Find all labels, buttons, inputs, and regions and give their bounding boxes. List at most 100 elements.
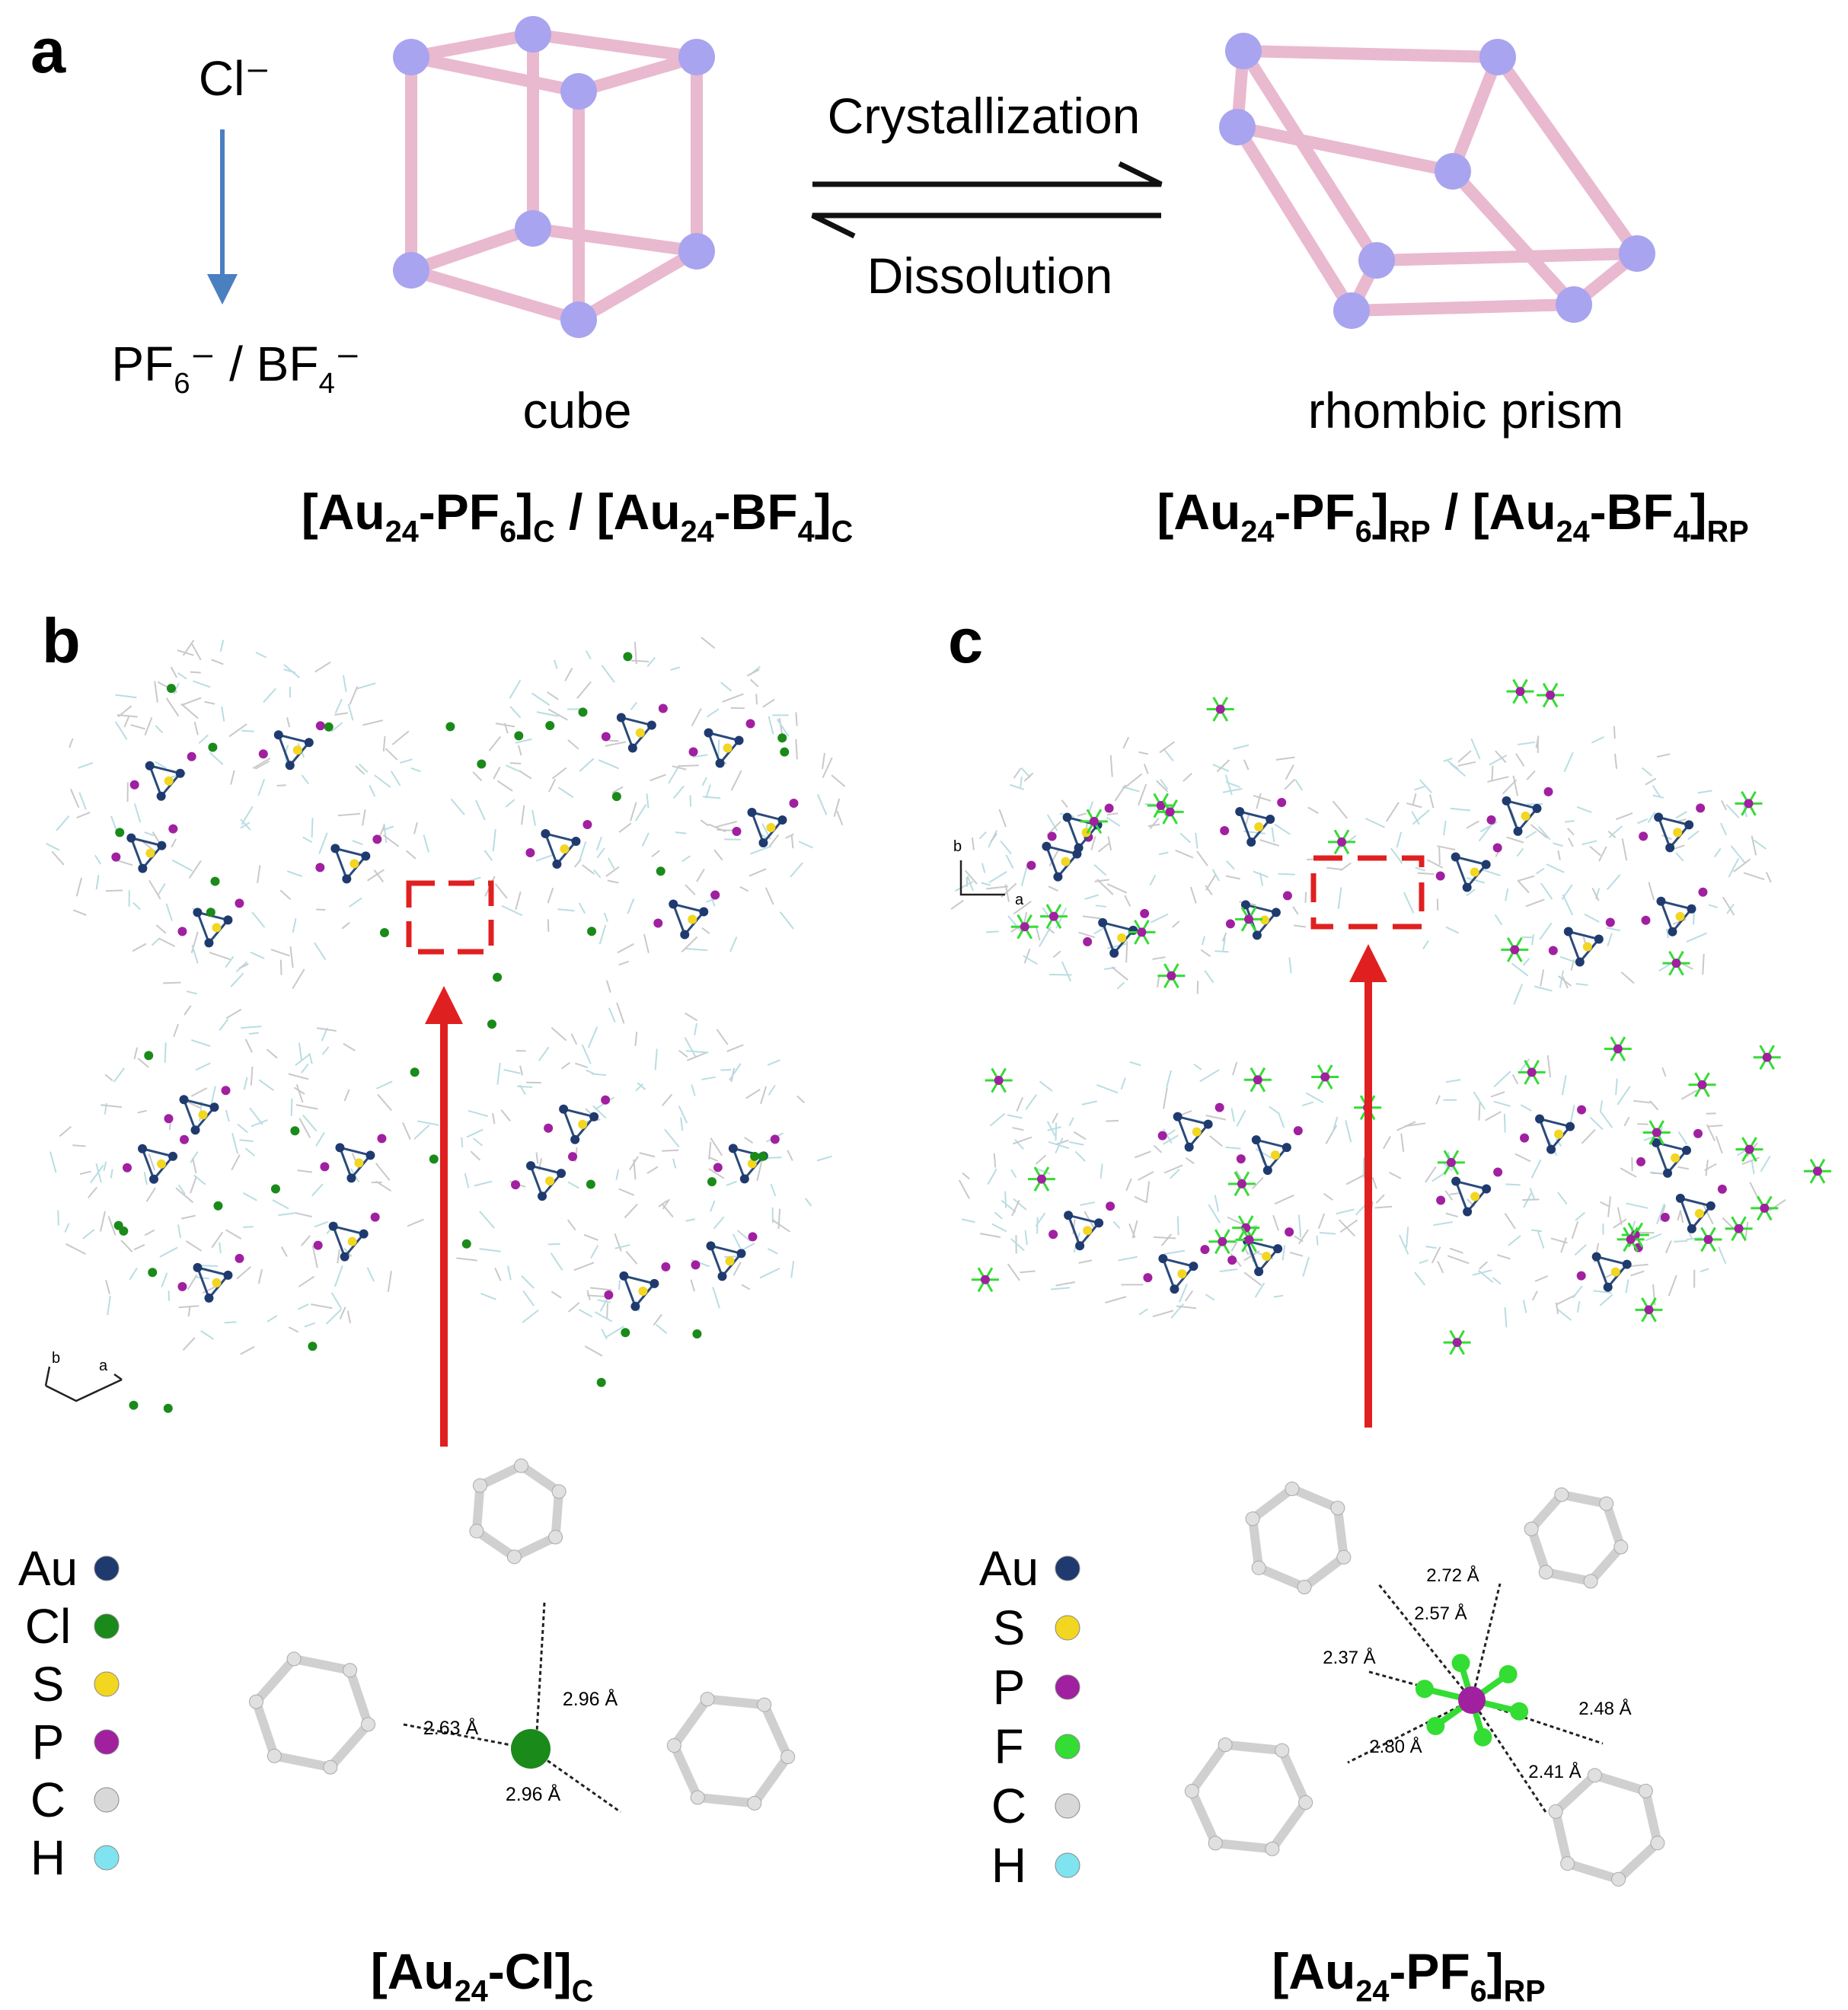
bond [163, 983, 180, 984]
atom [699, 908, 708, 917]
cl-ion [493, 973, 502, 982]
c-atom [507, 1550, 521, 1564]
bond [1637, 1124, 1648, 1125]
formula-part: / [Au [1431, 483, 1556, 540]
atom [713, 1163, 723, 1172]
subscript: 4 [798, 515, 815, 549]
atom [212, 1278, 221, 1287]
legend-swatch [94, 1672, 119, 1696]
atom [1204, 1120, 1213, 1129]
atom [1117, 933, 1126, 943]
anion-from: Cl⁻ [199, 51, 270, 106]
vertex [515, 16, 551, 53]
formula-part: -PF [419, 483, 500, 540]
atom [659, 704, 668, 713]
atom [286, 761, 295, 770]
atom [164, 777, 174, 786]
c-atom [1600, 1497, 1613, 1511]
atom [126, 834, 136, 843]
atom [1189, 1262, 1198, 1271]
cl-ion [210, 877, 219, 886]
formula-part: -PF [1389, 1943, 1470, 1999]
atom [557, 1169, 566, 1178]
bond [1126, 941, 1127, 962]
cl-ion [164, 1404, 173, 1413]
c-atom [1555, 1488, 1569, 1501]
atom [1283, 891, 1292, 900]
atom [1282, 1143, 1291, 1152]
atom [1606, 917, 1615, 927]
atom [771, 1134, 780, 1144]
bond [312, 818, 313, 838]
legend-swatch [1055, 1556, 1080, 1581]
pf6-center [1049, 912, 1058, 921]
atom [680, 930, 689, 940]
atom [1482, 1185, 1491, 1194]
atom [199, 1110, 208, 1119]
atom [1671, 1153, 1680, 1163]
c-atom [324, 1760, 337, 1774]
pf6-center [1813, 1166, 1822, 1176]
c-atom [552, 1485, 566, 1498]
atom [1654, 812, 1663, 822]
cl-ion [487, 1019, 496, 1029]
atom [582, 820, 592, 829]
atom [1577, 1106, 1586, 1115]
c-atom [701, 1693, 714, 1706]
atom [1237, 1154, 1246, 1163]
shape-label: rhombic prism [1308, 382, 1623, 439]
distance-label: 2.37 Å [1323, 1647, 1375, 1668]
bond [1439, 847, 1440, 865]
atom [1271, 1150, 1280, 1160]
atom [1215, 1103, 1224, 1112]
atom [1273, 1244, 1282, 1253]
atom [729, 1144, 738, 1153]
atom [578, 1120, 587, 1129]
formula-part: -Cl] [488, 1943, 572, 1999]
atom [1663, 1169, 1672, 1178]
atom [293, 745, 302, 755]
atom [1170, 1284, 1179, 1294]
atom [1470, 867, 1479, 876]
atom [1493, 1168, 1502, 1177]
c-atom [1266, 1842, 1279, 1855]
c-atom [1549, 1804, 1562, 1818]
atom [359, 1230, 369, 1239]
atom [193, 908, 202, 917]
c-atom [1337, 1550, 1351, 1564]
atom [1436, 1196, 1445, 1205]
atom [1143, 1273, 1152, 1282]
f-atom [1452, 1654, 1470, 1672]
atom [1235, 807, 1244, 816]
f-atom [1426, 1717, 1444, 1735]
distance-label: 2.72 Å [1426, 1565, 1479, 1586]
distance-label: 2.96 Å [563, 1687, 618, 1710]
atom [1094, 1218, 1103, 1227]
atom [168, 825, 177, 834]
pf6-center [1245, 1235, 1254, 1244]
c-atom [667, 1739, 681, 1753]
subscript: 24 [681, 515, 714, 549]
c-atom [1614, 1540, 1628, 1554]
atom [747, 808, 756, 817]
cl-ion [780, 748, 789, 757]
cl-ion [462, 1240, 471, 1249]
atom [335, 1143, 344, 1152]
atom [638, 1287, 647, 1296]
atom [259, 749, 268, 758]
atom [732, 827, 741, 836]
atom [1673, 828, 1682, 837]
bond [1214, 951, 1228, 952]
bond [1056, 1122, 1057, 1141]
atom [1535, 1115, 1544, 1124]
cl-ion [445, 722, 455, 731]
cl-ion [324, 723, 334, 732]
c-atom [267, 1749, 281, 1763]
subscript: C [533, 515, 555, 549]
edge [1377, 254, 1637, 260]
vertex [1479, 39, 1516, 75]
bond [756, 694, 757, 704]
c-atom [1651, 1836, 1664, 1850]
atom [1105, 804, 1114, 813]
legend-swatch [1055, 1794, 1080, 1818]
